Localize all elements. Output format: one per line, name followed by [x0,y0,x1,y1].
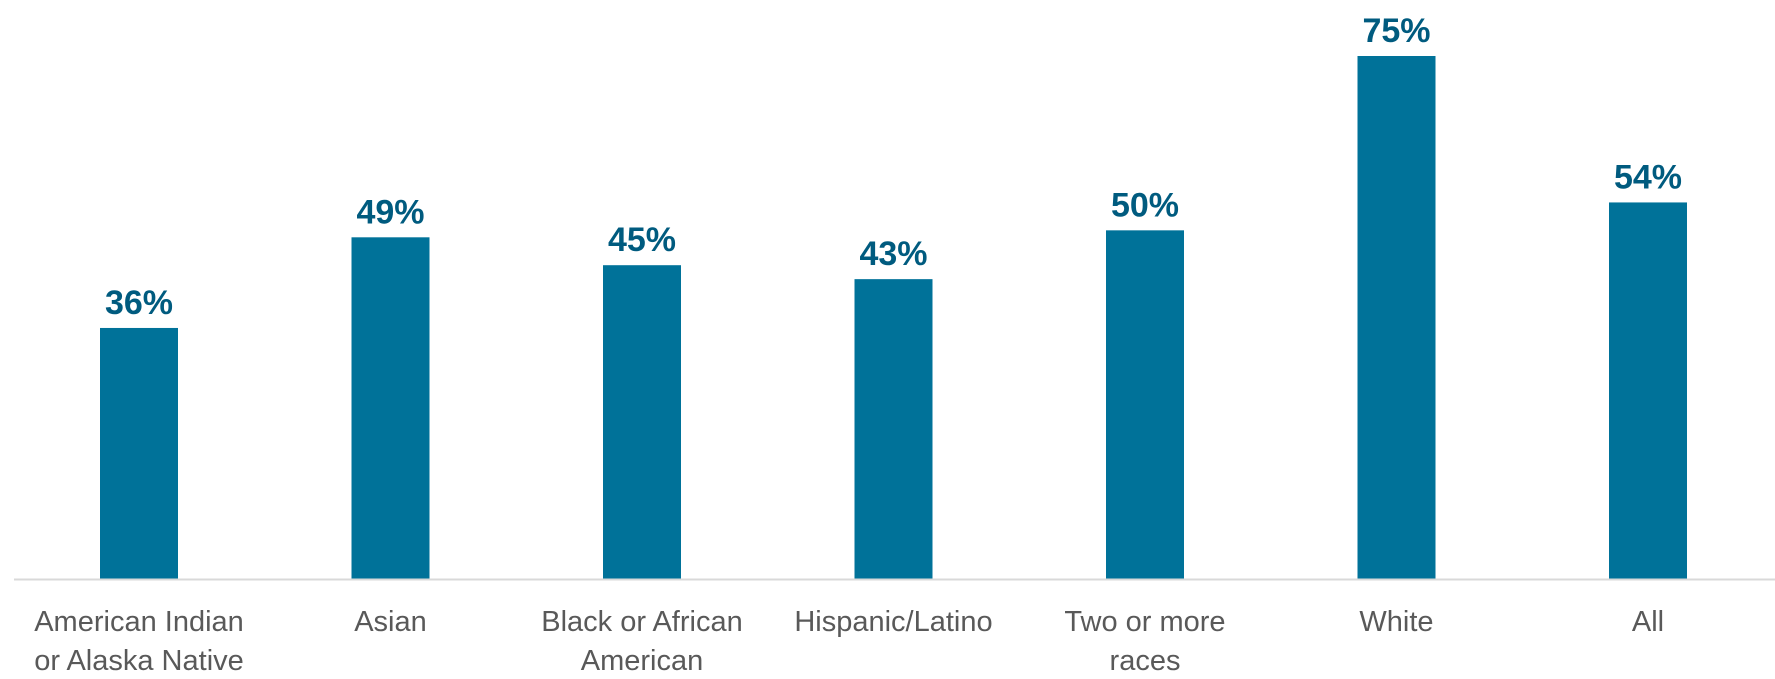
value-labels-group: 36% 49% 45% 43% 50% 75% 54% [105,12,1682,322]
category-label-line: All [1632,606,1664,638]
category-label-line: Two or more [1064,606,1225,638]
bar-value-label: 50% [1111,186,1179,224]
bar-value-label: 43% [859,235,927,273]
category-label-line: Black or African [541,606,742,638]
bars-group [100,56,1687,580]
bar-value-label: 49% [356,193,424,231]
category-label-line: or Alaska Native [34,645,244,677]
bar [100,327,178,579]
category-label-line: Asian [354,606,427,638]
bar [1357,56,1436,579]
category-label: Asian [354,606,427,638]
category-label: American Indian or Alaska Native [34,606,244,677]
category-label-line: White [1359,606,1433,638]
category-label: Hispanic/Latino [794,606,992,638]
bar [854,279,933,579]
category-label: All [1632,606,1664,638]
bar-value-label: 45% [608,221,676,259]
bar [1609,202,1687,579]
bar-value-label: 36% [105,284,173,322]
category-labels-group: American Indian or Alaska Native Asian Blac… [34,606,1664,677]
bar [1106,230,1184,580]
bar [603,265,681,579]
bar [351,237,430,579]
category-label: Two or more races [1064,606,1225,677]
category-label-line: races [1110,645,1181,677]
bar-value-label: 75% [1362,12,1430,50]
category-label-line: American Indian [34,606,244,638]
category-label-line: Hispanic/Latino [794,606,992,638]
bar-value-label: 54% [1614,158,1682,196]
category-label: Black or African American [541,606,742,677]
category-label-line: American [581,645,704,677]
category-label: White [1359,606,1433,638]
